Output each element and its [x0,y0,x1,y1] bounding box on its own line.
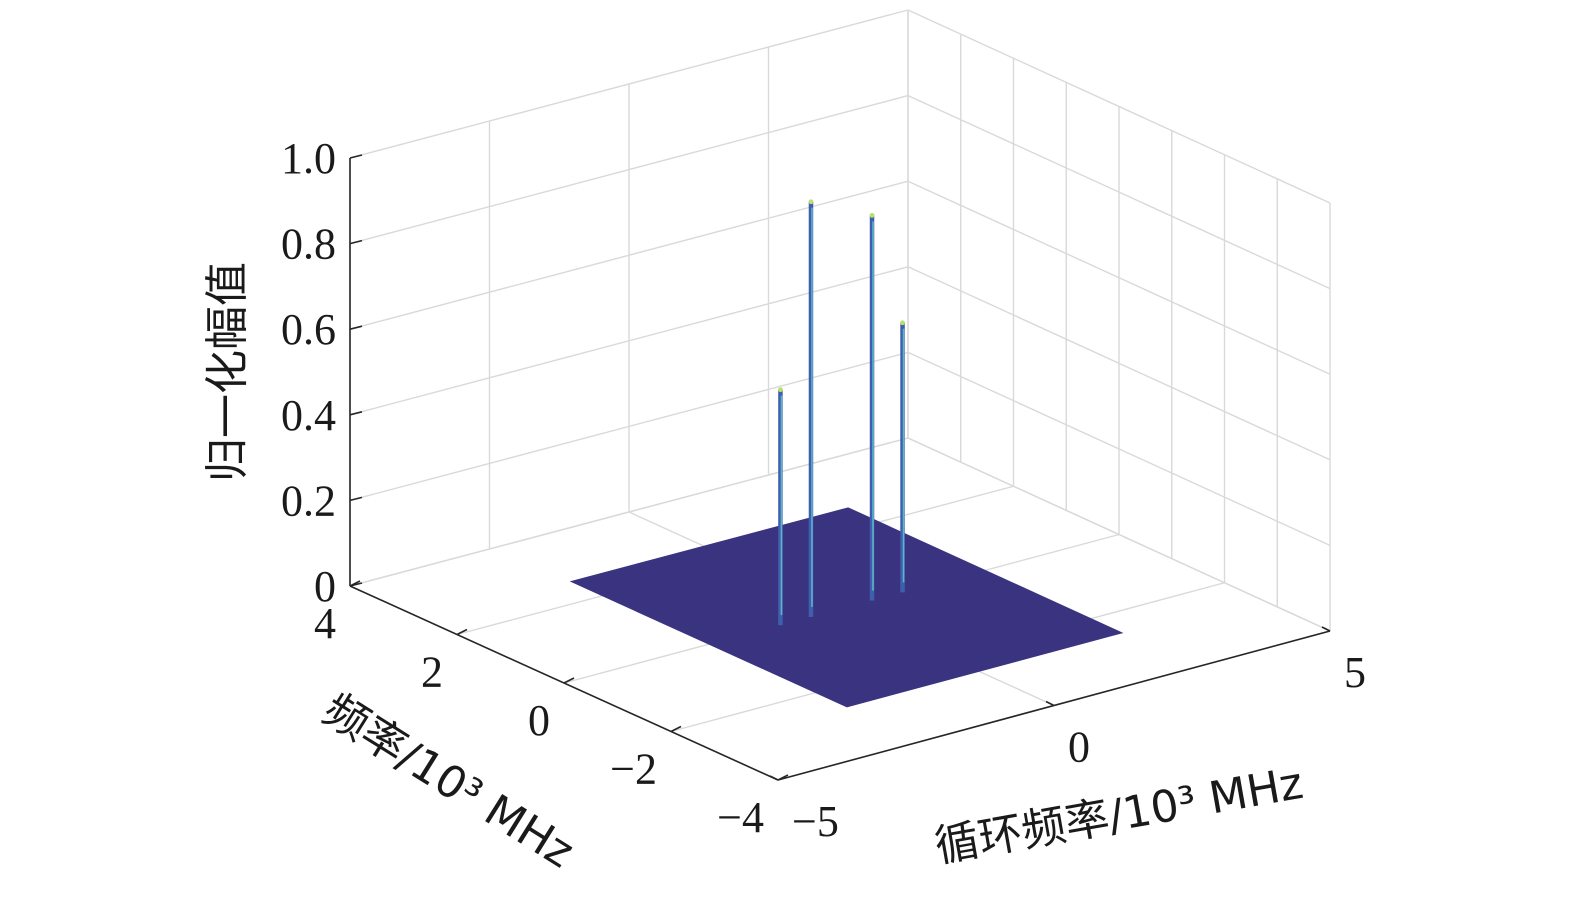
y-tick-mark [563,677,575,684]
y-tick-labels: 4 2 0 −2 −4 [314,599,764,842]
y-tick-mark [670,725,682,733]
z-tick-label: 0.2 [281,476,336,525]
z-tick-mark [349,154,363,159]
y-tick-label: 2 [421,648,443,697]
z-tick-mark [349,325,363,330]
y-tick-mark [777,774,789,781]
y-tick-label: 0 [528,696,550,745]
x-axis-title: 循环频率/10³ MHz [931,758,1307,873]
z-tick-label: 0.4 [281,391,336,440]
z-tick-label: 0.8 [281,220,336,269]
axis-layer [349,154,1331,781]
z-tick-mark [349,239,363,245]
x-tick-label: 5 [1344,648,1366,697]
x-tick-label: −5 [792,797,839,846]
z-tick-labels: 0 0.2 0.4 0.6 0.8 1.0 [281,134,336,611]
x-tick-labels: −5 0 5 [792,648,1366,846]
y-tick-mark [349,580,361,587]
z-tick-mark [349,411,363,416]
z-tick-label: 1.0 [281,134,336,183]
z-tick-mark [349,496,363,502]
peaks-layer [778,199,905,626]
peak-tip-3 [900,320,905,326]
z-tick-label: 0 [314,562,336,611]
x-tick-mark [1321,626,1331,632]
y-tick-label: −4 [717,793,764,842]
y-tick-mark [456,628,468,636]
peak-tip-0 [778,387,783,393]
x-tick-mark [769,775,779,781]
peak-tip-2 [869,212,875,218]
surface-plane [569,507,1124,708]
z-tick-label: 0.6 [281,305,336,354]
x-tick-label: 0 [1068,723,1090,772]
x-tick-mark [1045,700,1055,707]
y-tick-label: 4 [314,599,336,648]
z-axis-title: 归一化幅值 [202,262,253,482]
peak-tip-1 [808,199,814,205]
y-tick-label: −2 [610,745,657,794]
grid-line-floor [349,437,909,587]
